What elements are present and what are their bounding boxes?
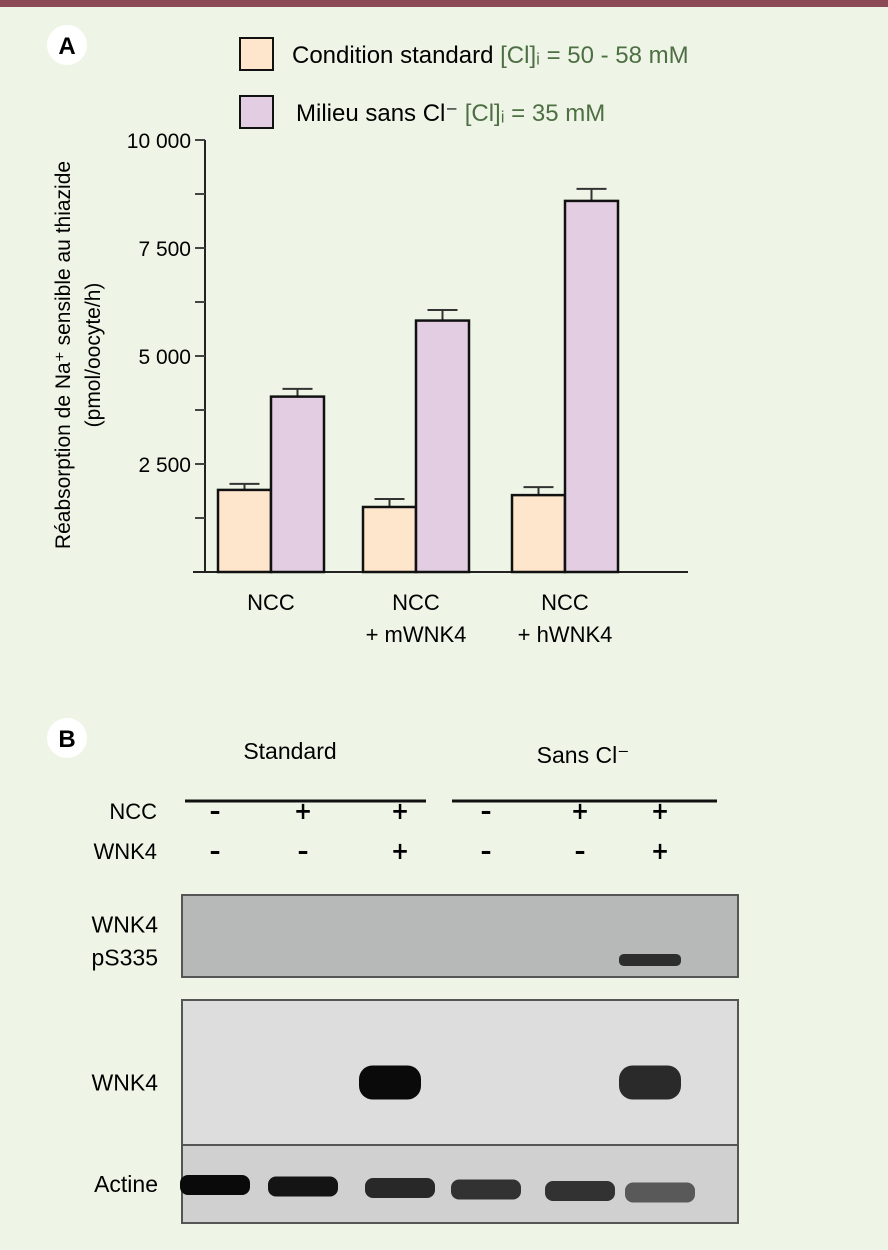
y-tick-label: 2 500: [138, 454, 191, 477]
blot-row-label: pS335: [91, 945, 158, 971]
bar-sans-cl: [563, 199, 620, 574]
bar-standard: [510, 493, 567, 574]
bar-standard: [361, 505, 418, 574]
y-tick-label: 10 000: [127, 130, 191, 153]
blot-band: [451, 1179, 521, 1200]
lane-sign: –: [298, 837, 309, 865]
western-blot: Standard Sans Cl⁻ NCC – + + – + + WNK4 – – + – – + WNK4 p…: [91, 738, 739, 1224]
blot-band: [619, 1065, 681, 1100]
y-axis-label-line1: Réabsorption de Na⁺ sensible au thiazide: [52, 161, 75, 549]
group-label-standard: Standard: [243, 738, 336, 764]
row-label-ncc: NCC: [109, 799, 157, 824]
blot-band: [268, 1176, 338, 1197]
blot-band: [359, 1065, 421, 1100]
lane-sign: +: [651, 797, 669, 825]
blot-row-label: WNK4: [92, 1070, 159, 1096]
legend-label-sans-cl: Milieu sans Cl⁻ [Cl]ᵢ = 35 mM: [296, 100, 605, 127]
lane-sign: –: [481, 837, 492, 865]
y-axis-label-line2: (pmol/oocyte/h): [82, 283, 105, 428]
lane-sign: +: [294, 797, 312, 825]
legend-swatch-sans-cl: [239, 95, 274, 129]
x-tick-label: + mWNK4: [366, 622, 467, 647]
lane-sign: –: [481, 797, 492, 825]
blot-band: [625, 1182, 695, 1203]
blot-band: [619, 954, 681, 966]
bar-chart: 2 500 5 000 7 500 10 000 NCC NCC + mWNK4 NCC + h…: [127, 130, 688, 647]
top-accent-bar: [0, 0, 888, 7]
lane-sign: +: [651, 837, 669, 865]
x-tick-label: NCC: [247, 590, 295, 615]
bar-sans-cl: [269, 395, 326, 574]
lane-sign: –: [575, 837, 586, 865]
blot-band: [545, 1181, 615, 1201]
y-axis-label: Réabsorption de Na⁺ sensible au thiazide…: [52, 161, 105, 549]
panel-a-label: A: [58, 33, 75, 60]
blot-band: [180, 1175, 250, 1195]
lane-sign: –: [210, 837, 221, 865]
x-tick-label: + hWNK4: [518, 622, 613, 647]
lane-sign: +: [571, 797, 589, 825]
lane-sign: +: [391, 837, 409, 865]
panel-b-label: B: [58, 726, 75, 753]
lane-sign: –: [210, 797, 221, 825]
blot-row-label: WNK4: [92, 912, 159, 938]
y-tick-label: 5 000: [138, 346, 191, 369]
group-label-sans-cl: Sans Cl⁻: [537, 742, 630, 768]
x-tick-label: NCC: [541, 590, 589, 615]
blot-row-label: Actine: [94, 1171, 158, 1197]
panel-a-badge: [47, 25, 87, 65]
blot-band: [365, 1178, 435, 1198]
bar-sans-cl: [414, 319, 471, 574]
legend-label-standard: Condition standard [Cl]ᵢ = 50 - 58 mM: [292, 42, 689, 69]
y-tick-label: 7 500: [138, 238, 191, 261]
bar-standard: [216, 488, 273, 574]
lane-sign: +: [391, 797, 409, 825]
legend-swatch-standard: [239, 37, 274, 71]
x-tick-label: NCC: [392, 590, 440, 615]
panel-b-badge: [47, 718, 87, 758]
row-label-wnk4: WNK4: [93, 839, 157, 864]
